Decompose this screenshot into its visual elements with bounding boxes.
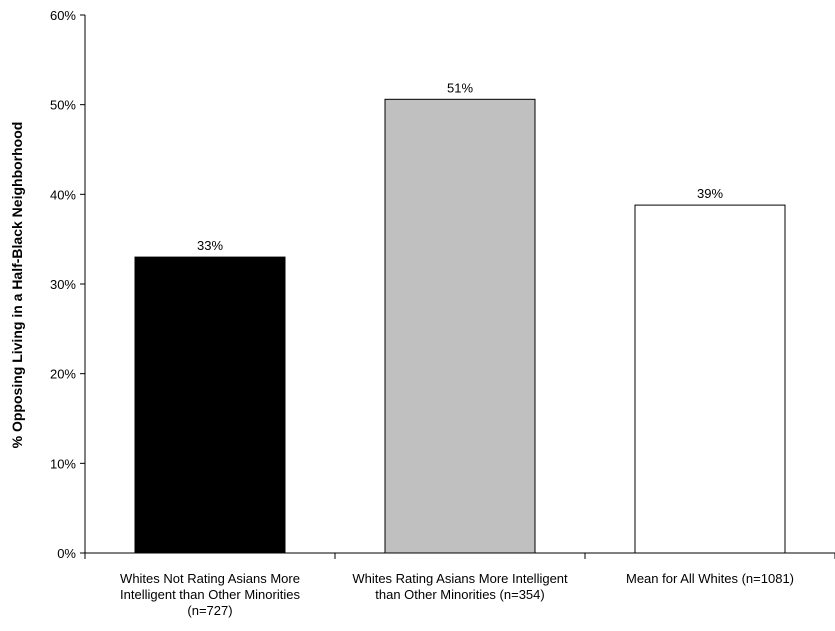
data-label: 39% (697, 186, 723, 201)
data-label: 51% (447, 80, 473, 95)
y-axis-title: % Opposing Living in a Half-Black Neighb… (9, 122, 25, 449)
y-tick-label: 40% (50, 187, 76, 202)
data-label: 33% (197, 238, 223, 253)
y-tick-label: 10% (50, 456, 76, 471)
y-tick-label: 30% (50, 277, 76, 292)
y-tick-label: 20% (50, 367, 76, 382)
y-tick-label: 0% (57, 546, 76, 561)
bar (384, 98, 536, 554)
bar (634, 204, 786, 554)
bar (134, 256, 286, 554)
x-tick-label: Whites Not Rating Asians More Intelligent… (120, 571, 300, 618)
x-tick-label: Mean for All Whites (n=1081) (626, 571, 794, 586)
x-tick-label: Whites Rating Asians More Intelligent tha… (352, 571, 568, 602)
y-tick-label: 60% (50, 8, 76, 23)
y-tick-label: 50% (50, 98, 76, 113)
